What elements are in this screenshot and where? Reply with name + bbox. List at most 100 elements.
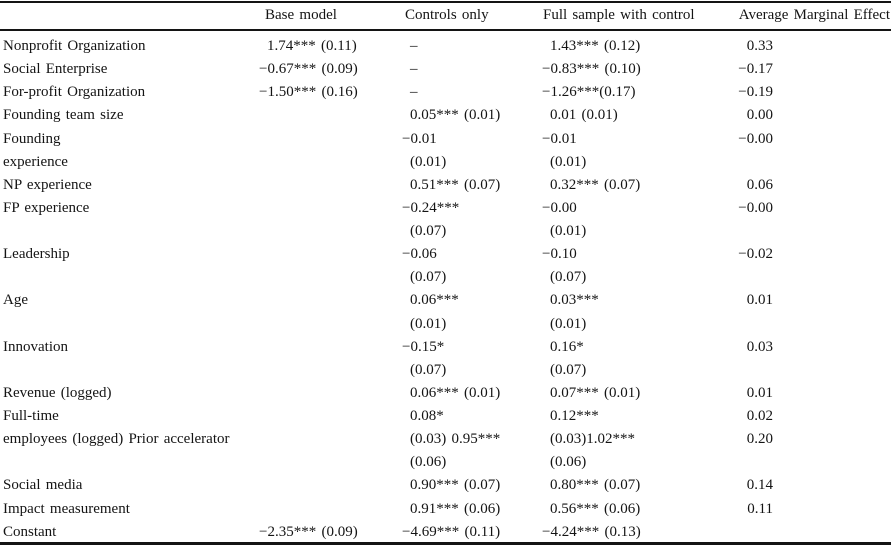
cell-variable: Nonprofit Organization [3, 38, 146, 54]
cell-full-sample: (0.01) [550, 223, 587, 239]
cell-full-sample: −0.00 [542, 199, 577, 216]
table-row: Founding −0.01 −0.01 −0.00 [0, 128, 891, 151]
cell-avg-marginal-effect [731, 266, 891, 289]
table-header-rule [0, 29, 891, 31]
table-row: experience (0.01) (0.01) [0, 151, 891, 174]
table-row: Leadership −0.06 −0.10 −0.02 [0, 243, 891, 266]
header-cell-controls-only: Controls only [405, 7, 489, 23]
cell-variable [0, 313, 259, 336]
table-row: Age 0.06*** 0.03*** 0.01 [0, 289, 891, 312]
table-row: (0.07) (0.07) [0, 266, 891, 289]
cell-full-sample: −0.01 [542, 130, 577, 147]
table-body: Nonprofit Organization 1.74*** (0.11) – … [0, 35, 891, 544]
cell-avg-marginal-effect [731, 220, 891, 243]
cell-controls-only: 0.06*** [410, 292, 459, 309]
cell-full-sample: (0.06) [550, 454, 587, 471]
cell-avg-marginal-effect: 0.00 [746, 107, 773, 124]
cell-base-model [259, 336, 402, 359]
table-row: Social Enterprise −0.67*** (0.09) – −0.8… [0, 58, 891, 81]
cell-controls-only: (0.01) [410, 315, 447, 332]
cell-variable: For-profit Organization [3, 84, 146, 101]
table-row: Nonprofit Organization 1.74*** (0.11) – … [0, 35, 891, 58]
cell-variable: Impact measurement [3, 500, 130, 517]
cell-variable: Constant [3, 523, 57, 540]
cell-base-model [259, 428, 402, 451]
cell-full-sample: (0.01) [550, 315, 587, 332]
table-row: Constant −2.35*** (0.09) −4.69*** (0.11)… [0, 521, 891, 544]
table-row: (0.07) (0.07) [0, 359, 891, 382]
cell-base-model [259, 289, 402, 312]
cell-avg-marginal-effect [731, 451, 891, 474]
cell-variable: NP experience [3, 176, 92, 193]
cell-controls-only: (0.03) 0.95*** [410, 431, 501, 448]
cell-controls-only: 0.51*** (0.07) [410, 176, 501, 193]
cell-variable: employees (logged) Prior accelerator [3, 431, 230, 448]
cell-base-model [259, 243, 402, 266]
cell-avg-marginal-effect: 0.01 [746, 292, 773, 309]
cell-full-sample: 0.01 (0.01) [550, 107, 618, 124]
cell-full-sample: 0.32*** (0.07) [550, 176, 641, 193]
cell-variable: FP experience [3, 199, 90, 216]
cell-base-model [259, 359, 402, 382]
cell-variable: experience [3, 153, 68, 170]
cell-full-sample: 0.03*** [550, 292, 599, 309]
cell-base-model [259, 451, 402, 474]
cell-base-model [259, 151, 402, 174]
cell-controls-only: −0.15* [402, 338, 445, 355]
cell-variable: Revenue (logged) [3, 384, 112, 401]
cell-controls-only: −0.24*** [402, 199, 460, 216]
cell-avg-marginal-effect: −0.00 [738, 199, 773, 216]
cell-base-model [259, 498, 402, 521]
cell-variable: Social Enterprise [3, 61, 108, 78]
cell-avg-marginal-effect: −0.17 [738, 61, 773, 78]
cell-full-sample: (0.07) [550, 269, 587, 286]
cell-base-model [259, 174, 402, 197]
cell-full-sample: 0.16* [550, 338, 584, 355]
cell-base-model: 1.74*** (0.11) [267, 38, 357, 54]
cell-full-sample: (0.07) [550, 361, 587, 378]
cell-controls-only: (0.07) [410, 361, 447, 378]
table-row: Social media 0.90*** (0.07) 0.80*** (0.0… [0, 474, 891, 497]
cell-variable: Leadership [3, 246, 70, 263]
cell-controls-only: (0.01) [410, 153, 447, 170]
cell-controls-only: 0.90*** (0.07) [410, 477, 501, 494]
cell-base-model: −2.35*** (0.09) [259, 523, 358, 540]
cell-controls-only: (0.06) [410, 454, 447, 471]
cell-avg-marginal-effect: 0.01 [746, 384, 773, 401]
cell-avg-marginal-effect [731, 359, 891, 382]
cell-avg-marginal-effect: 0.20 [746, 431, 773, 448]
table-row: Impact measurement 0.91*** (0.06) 0.56**… [0, 498, 891, 521]
cell-full-sample: 0.12*** [550, 408, 599, 424]
header-cell-variable [0, 2, 259, 28]
cell-controls-only: −0.01 [402, 130, 437, 147]
cell-full-sample: 0.07*** (0.01) [550, 384, 641, 401]
cell-controls-only: 0.05*** (0.01) [410, 107, 501, 124]
table-bottom-rule [0, 542, 891, 545]
cell-variable [0, 220, 259, 243]
cell-variable [0, 266, 259, 289]
cell-base-model [259, 220, 402, 243]
cell-controls-only: – [410, 38, 418, 54]
cell-avg-marginal-effect [731, 313, 891, 336]
cell-controls-only: −4.69*** (0.11) [402, 523, 501, 540]
cell-full-sample: −4.24*** (0.13) [542, 523, 641, 540]
cell-avg-marginal-effect: 0.11 [747, 500, 773, 517]
cell-avg-marginal-effect: 0.14 [746, 477, 773, 494]
cell-controls-only: (0.07) [410, 269, 447, 286]
table-row: Founding team size 0.05*** (0.01) 0.01 (… [0, 104, 891, 127]
header-cell-avg-marginal-effect: Average Marginal Effect [738, 7, 890, 23]
cell-base-model: −1.50*** (0.16) [259, 84, 358, 101]
cell-variable: Innovation [3, 338, 68, 355]
cell-variable: Founding [3, 130, 61, 147]
cell-avg-marginal-effect: 0.33 [746, 38, 773, 54]
cell-base-model [259, 266, 402, 289]
cell-variable: Social media [3, 477, 83, 494]
cell-base-model [259, 104, 402, 127]
table-row: (0.07) (0.01) [0, 220, 891, 243]
cell-base-model [259, 197, 402, 220]
cell-full-sample: −0.10 [542, 246, 577, 263]
cell-base-model [259, 474, 402, 497]
header-cell-base-model: Base model [265, 7, 337, 23]
cell-controls-only: −0.06 [402, 246, 437, 263]
cell-controls-only: 0.06*** (0.01) [410, 384, 501, 401]
